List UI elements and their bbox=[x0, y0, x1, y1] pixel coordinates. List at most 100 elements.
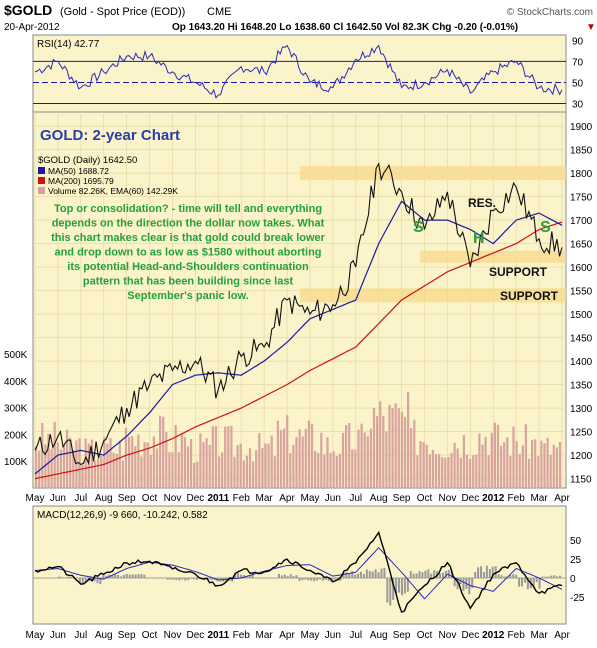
volume-bar bbox=[264, 443, 267, 488]
macd-hist-bar bbox=[295, 575, 298, 578]
x-tick-label: Oct bbox=[142, 493, 158, 504]
volume-bar bbox=[168, 452, 171, 488]
x-tick-label: Aug bbox=[370, 630, 388, 641]
volume-bar bbox=[416, 455, 419, 488]
volume-bar bbox=[558, 441, 562, 488]
volume-bar bbox=[394, 403, 397, 488]
macd-hist-bar bbox=[175, 578, 178, 581]
volume-bar bbox=[41, 423, 44, 488]
macd-hist-bar bbox=[283, 574, 286, 578]
volume-bar bbox=[506, 437, 509, 488]
macd-hist-bar bbox=[521, 578, 524, 587]
legend-ma200-swatch bbox=[38, 177, 45, 184]
price-tick-label: 1200 bbox=[570, 451, 593, 462]
x-tick-label: Oct bbox=[142, 630, 158, 641]
macd-hist-bar bbox=[190, 578, 193, 579]
volume-bar bbox=[456, 448, 459, 488]
chart-exchange: CME bbox=[207, 6, 231, 18]
macd-hist-bar bbox=[541, 576, 544, 578]
volume-bar bbox=[419, 441, 422, 488]
volume-bar bbox=[524, 424, 527, 488]
x-tick-label: Apr bbox=[279, 493, 295, 504]
volume-bar bbox=[35, 446, 38, 488]
volume-bar bbox=[128, 436, 131, 488]
macd-tick-label: 0 bbox=[570, 574, 576, 585]
volume-bar bbox=[186, 446, 190, 488]
macd-hist-bar bbox=[550, 575, 553, 578]
macd-hist-bar bbox=[556, 576, 559, 578]
macd-hist-bar bbox=[64, 577, 67, 578]
volume-bar bbox=[171, 452, 174, 488]
macd-hist-bar bbox=[444, 571, 447, 578]
volume-bar bbox=[230, 425, 233, 488]
volume-bar bbox=[84, 438, 87, 488]
volume-bar bbox=[335, 456, 338, 488]
macd-hist-bar bbox=[389, 578, 392, 606]
copyright-text: © StockCharts.com bbox=[507, 7, 593, 18]
macd-hist-bar bbox=[231, 578, 234, 582]
macd-hist-bar bbox=[324, 578, 327, 580]
macd-hist-bar bbox=[116, 574, 119, 578]
macd-hist-bar bbox=[441, 572, 444, 578]
volume-bar bbox=[515, 441, 518, 488]
macd-hist-bar bbox=[239, 574, 242, 578]
rsi-panel bbox=[32, 34, 567, 113]
x-tick-label: May bbox=[26, 493, 45, 504]
volume-bar bbox=[543, 443, 546, 488]
legend-ma50-swatch bbox=[38, 167, 45, 174]
ma50-line bbox=[34, 200, 563, 475]
macd-hist-bar bbox=[365, 569, 368, 578]
volume-bar bbox=[267, 443, 270, 488]
x-tick-label: Jul bbox=[349, 493, 362, 504]
macd-hist-bar bbox=[339, 578, 342, 581]
volume-bar bbox=[391, 408, 394, 488]
legend-volume: Volume 82.26K, EMA(60) 142.29K bbox=[48, 186, 178, 196]
x-tick-label: Sep bbox=[393, 493, 411, 504]
macd-hist-bar bbox=[357, 573, 360, 578]
volume-bar bbox=[149, 454, 152, 488]
ma200-line bbox=[34, 221, 563, 480]
volume-bar bbox=[317, 453, 320, 488]
volume-bar bbox=[118, 440, 121, 488]
volume-bar bbox=[56, 442, 59, 488]
volume-tick-label: 500K bbox=[4, 350, 28, 361]
volume-bar bbox=[469, 458, 472, 488]
annotation-line: this chart makes clear is that gold coul… bbox=[51, 232, 326, 244]
volume-bar bbox=[413, 419, 416, 488]
macd-hist-bar bbox=[67, 576, 70, 578]
x-tick-label: Mar bbox=[256, 630, 274, 641]
macd-hist-bar bbox=[169, 578, 172, 580]
volume-bar bbox=[121, 460, 124, 488]
annotation-text: Top or consolidation? - time will tell a… bbox=[51, 203, 326, 302]
macd-hist-bar bbox=[439, 573, 442, 578]
macd-hist-bar bbox=[333, 578, 336, 580]
macd-hist-bar bbox=[111, 575, 114, 578]
macd-hist-bar bbox=[518, 578, 521, 587]
volume-bar bbox=[261, 447, 264, 488]
legend-price: $GOLD (Daily) 1642.50 bbox=[38, 155, 137, 166]
macd-hist-bar bbox=[119, 576, 122, 578]
macd-hist-bar bbox=[181, 578, 184, 580]
price-tick-label: 1450 bbox=[570, 334, 593, 345]
annotation-line: depends on the direction the dollar now … bbox=[52, 218, 325, 230]
macd-tick-label: -25 bbox=[570, 593, 585, 604]
volume-bar bbox=[286, 415, 289, 488]
macd-hist-bar bbox=[102, 574, 105, 578]
macd-line bbox=[34, 530, 563, 614]
macd-hist-bar bbox=[456, 578, 459, 590]
rsi-line bbox=[34, 44, 563, 99]
macd-hist-bar bbox=[342, 573, 345, 578]
macd-hist-bar bbox=[403, 578, 406, 594]
volume-bar bbox=[255, 450, 258, 488]
macd-hist-bar bbox=[509, 574, 512, 578]
x-tick-label: May bbox=[301, 493, 320, 504]
volume-bar bbox=[348, 423, 351, 488]
macd-hist-bar bbox=[480, 566, 483, 578]
chart-symbol: $GOLD bbox=[4, 2, 52, 18]
macd-hist-bar bbox=[468, 578, 471, 595]
annotation-line: September's panic low. bbox=[127, 290, 248, 302]
annotation-line: pattern that has been building since las… bbox=[83, 276, 294, 288]
macd-hist-bar bbox=[497, 574, 500, 578]
macd-hist-bar bbox=[424, 570, 427, 578]
volume-bar bbox=[143, 441, 146, 488]
